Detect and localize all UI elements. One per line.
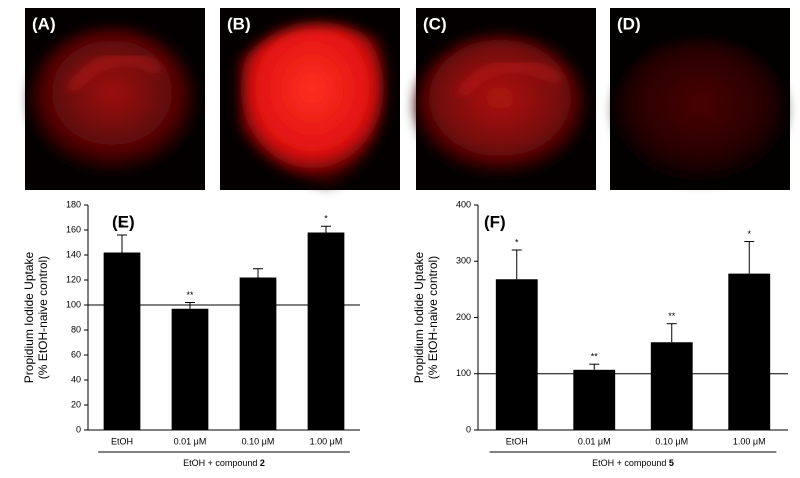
bar xyxy=(495,279,538,430)
image-b: (B) xyxy=(220,8,400,190)
y-axis-label: (% EtOH-naive control) xyxy=(426,256,440,379)
y-tick-label: 0 xyxy=(466,424,471,434)
error-bar xyxy=(511,249,522,280)
x-tick-label: EtOH xyxy=(111,436,133,446)
y-axis-label: Propidium Iodide Uptake xyxy=(412,251,426,383)
panel-label: (C) xyxy=(423,14,447,33)
group-label-text: EtOH + compound xyxy=(183,458,257,468)
error-bar xyxy=(589,363,600,370)
bar xyxy=(171,308,209,430)
image-a: (A) xyxy=(25,8,205,190)
panel-label: (F) xyxy=(484,212,506,231)
error-bar xyxy=(666,323,677,343)
x-tick-label: 0.01 μM xyxy=(174,436,207,446)
y-tick-label: 400 xyxy=(456,199,471,209)
y-axis-label: Propidium Iodide Uptake xyxy=(22,251,36,383)
error-bar xyxy=(253,268,263,278)
bar xyxy=(650,342,693,430)
image-d: (D) xyxy=(610,8,790,190)
significance: ** xyxy=(668,311,676,321)
panel-label: (D) xyxy=(617,14,641,33)
y-tick-label: 80 xyxy=(71,324,81,334)
panel-label: (E) xyxy=(112,212,135,231)
panel-label: (A) xyxy=(32,14,56,33)
error-bar xyxy=(321,225,331,233)
y-tick-label: 160 xyxy=(66,224,81,234)
significance: ** xyxy=(186,290,194,300)
bar xyxy=(239,277,277,430)
y-tick-label: 100 xyxy=(456,368,471,378)
bar xyxy=(103,252,141,430)
y-tick-label: 60 xyxy=(71,349,81,359)
error-bar xyxy=(117,234,127,253)
y-tick-label: 40 xyxy=(71,374,81,384)
y-tick-label: 200 xyxy=(456,312,471,322)
bar xyxy=(307,232,345,430)
x-tick-label: 0.10 μM xyxy=(655,436,688,446)
x-tick-label: 1.00 μM xyxy=(310,436,343,446)
group-label: EtOH + compound 2 xyxy=(183,458,265,468)
x-tick-label: 0.01 μM xyxy=(578,436,611,446)
significance: * xyxy=(120,222,124,232)
significance: * xyxy=(324,214,328,224)
y-tick-label: 0 xyxy=(76,424,81,434)
bar xyxy=(728,273,771,430)
x-tick-label: EtOH xyxy=(506,436,528,446)
panel-label: (B) xyxy=(227,14,251,33)
error-bar xyxy=(744,241,755,274)
significance: * xyxy=(515,237,519,247)
y-axis-label: (% EtOH-naive control) xyxy=(36,256,50,379)
y-tick-label: 120 xyxy=(66,274,81,284)
error-bar xyxy=(185,302,195,309)
compound-number: 2 xyxy=(260,458,265,468)
significance: ** xyxy=(591,352,599,362)
y-tick-label: 300 xyxy=(456,256,471,266)
y-tick-label: 100 xyxy=(66,299,81,309)
y-tick-label: 180 xyxy=(66,199,81,209)
compound-number: 5 xyxy=(669,458,674,468)
x-tick-label: 0.10 μM xyxy=(242,436,275,446)
group-label-text: EtOH + compound xyxy=(592,458,666,468)
image-c: (C) xyxy=(415,8,596,190)
group-label: EtOH + compound 5 xyxy=(592,458,674,468)
y-tick-label: 140 xyxy=(66,249,81,259)
x-tick-label: 1.00 μM xyxy=(733,436,766,446)
bar xyxy=(573,369,616,430)
significance: * xyxy=(747,229,751,239)
y-tick-label: 20 xyxy=(71,399,81,409)
